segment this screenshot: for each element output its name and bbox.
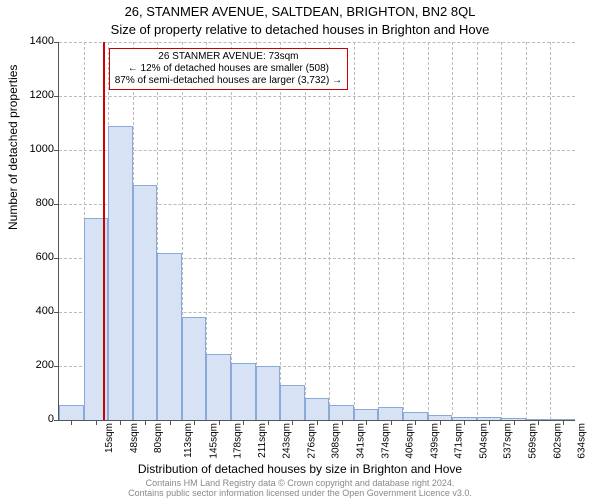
x-tick-label: 15sqm [104, 423, 115, 453]
x-tick-label: 178sqm [233, 423, 244, 459]
y-tick-mark [54, 312, 59, 313]
gridline-v [428, 42, 429, 420]
x-tick-label: 80sqm [153, 423, 164, 453]
y-tick-mark [54, 42, 59, 43]
y-tick-label: 600 [14, 251, 54, 263]
histogram-bar [133, 185, 158, 420]
gridline-v [477, 42, 478, 420]
x-tick-mark [145, 420, 146, 425]
x-tick-label: 48sqm [129, 423, 140, 453]
x-tick-label: 602sqm [552, 423, 563, 459]
gridline-v [305, 42, 306, 420]
x-tick-label: 471sqm [454, 423, 465, 459]
gridline-v [403, 42, 404, 420]
y-tick-label: 400 [14, 305, 54, 317]
x-tick-label: 308sqm [331, 423, 342, 459]
x-tick-mark [170, 420, 171, 425]
y-tick-label: 0 [14, 413, 54, 425]
y-tick-label: 1200 [14, 89, 54, 101]
gridline-v [256, 42, 257, 420]
chart-title-address: 26, STANMER AVENUE, SALTDEAN, BRIGHTON, … [0, 4, 600, 19]
x-tick-label: 537sqm [503, 423, 514, 459]
x-tick-mark [96, 420, 97, 425]
footer-line2: Contains public sector information licen… [0, 488, 600, 498]
x-tick-mark [342, 420, 343, 425]
y-tick-mark [54, 420, 59, 421]
callout-line3: 87% of semi-detached houses are larger (… [115, 75, 342, 87]
histogram-bar [329, 405, 354, 420]
histogram-bar [354, 409, 379, 420]
marker-line [103, 42, 105, 420]
histogram-bar [231, 363, 256, 420]
gridline-v [501, 42, 502, 420]
histogram-bar [206, 354, 231, 420]
gridline-h [59, 42, 575, 43]
x-tick-mark [120, 420, 121, 425]
marker-callout: 26 STANMER AVENUE: 73sqm← 12% of detache… [109, 48, 348, 90]
gridline-v [280, 42, 281, 420]
gridline-h [59, 96, 575, 97]
gridline-v [452, 42, 453, 420]
gridline-v [378, 42, 379, 420]
y-tick-label: 800 [14, 197, 54, 209]
x-tick-label: 634sqm [577, 423, 588, 459]
x-tick-label: 569sqm [528, 423, 539, 459]
x-tick-mark [268, 420, 269, 425]
histogram-bar [280, 385, 305, 420]
x-tick-label: 113sqm [183, 423, 194, 458]
histogram-bar [403, 412, 428, 420]
footer-attribution: Contains HM Land Registry data © Crown c… [0, 478, 600, 498]
y-tick-label: 1400 [14, 35, 54, 47]
histogram-bar [157, 253, 182, 420]
x-tick-label: 374sqm [380, 423, 391, 459]
gridline-v [550, 42, 551, 420]
x-tick-label: 439sqm [429, 423, 440, 459]
x-tick-label: 276sqm [306, 423, 317, 459]
gridline-v [354, 42, 355, 420]
y-tick-mark [54, 204, 59, 205]
x-axis-label: Distribution of detached houses by size … [0, 462, 600, 476]
histogram-bar [256, 366, 281, 420]
gridline-v [329, 42, 330, 420]
chart-plot-area: 26 STANMER AVENUE: 73sqm← 12% of detache… [58, 42, 575, 421]
histogram-bar [59, 405, 84, 420]
y-tick-mark [54, 150, 59, 151]
chart-title-sub: Size of property relative to detached ho… [0, 22, 600, 37]
x-tick-label: 145sqm [208, 423, 219, 459]
histogram-bar [108, 126, 133, 420]
callout-line2: ← 12% of detached houses are smaller (50… [115, 63, 342, 75]
x-tick-label: 504sqm [478, 423, 489, 459]
x-tick-mark [194, 420, 195, 425]
callout-line1: 26 STANMER AVENUE: 73sqm [115, 51, 342, 63]
x-tick-label: 243sqm [282, 423, 293, 459]
y-tick-mark [54, 96, 59, 97]
histogram-bar [182, 317, 207, 420]
y-tick-mark [54, 366, 59, 367]
y-tick-label: 1000 [14, 143, 54, 155]
x-tick-label: 341sqm [356, 423, 367, 459]
y-tick-mark [54, 258, 59, 259]
y-tick-label: 200 [14, 359, 54, 371]
gridline-h [59, 150, 575, 151]
x-tick-label: 406sqm [405, 423, 416, 459]
x-tick-mark [71, 420, 72, 425]
gridline-v [526, 42, 527, 420]
x-tick-label: 211sqm [257, 423, 268, 458]
x-tick-mark [514, 420, 515, 425]
histogram-bar [305, 398, 330, 420]
histogram-bar [378, 407, 403, 421]
footer-line1: Contains HM Land Registry data © Crown c… [0, 478, 600, 488]
